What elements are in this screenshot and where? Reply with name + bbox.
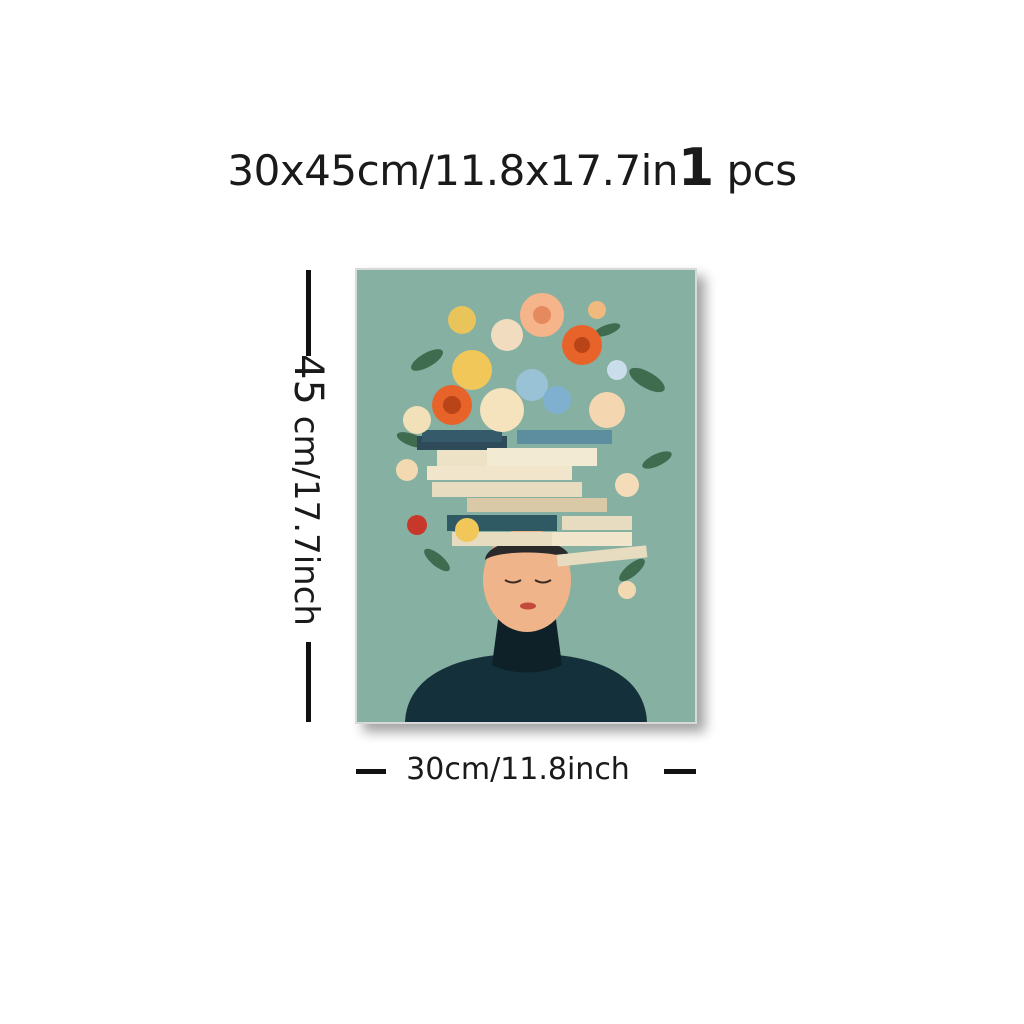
artwork-illustration (357, 270, 695, 722)
height-unit-text: cm/17.7inch (286, 404, 326, 626)
foliage (396, 323, 672, 582)
height-dimension-label: 45 cm/17.7inch (285, 354, 331, 626)
width-dimension-label: 30cm/11.8inch (406, 752, 630, 787)
flowers (396, 293, 639, 599)
height-dimension-line-top (306, 270, 311, 356)
quantity-unit: pcs (713, 146, 797, 195)
size-text: 30x45cm/11.8x17.7in (227, 146, 678, 195)
width-dimension-line-left (356, 769, 386, 774)
figure-shoulders (405, 655, 647, 722)
quantity-number: 1 (677, 138, 714, 198)
artwork (355, 268, 697, 724)
height-dimension-line-bottom (306, 642, 311, 722)
books-stack (417, 430, 648, 567)
figure-face (483, 528, 571, 632)
size-headline: 30x45cm/11.8x17.7in1 pcs (0, 138, 1024, 198)
width-dimension-line-right (664, 769, 696, 774)
canvas-print (355, 268, 705, 732)
height-number: 45 (285, 354, 331, 405)
